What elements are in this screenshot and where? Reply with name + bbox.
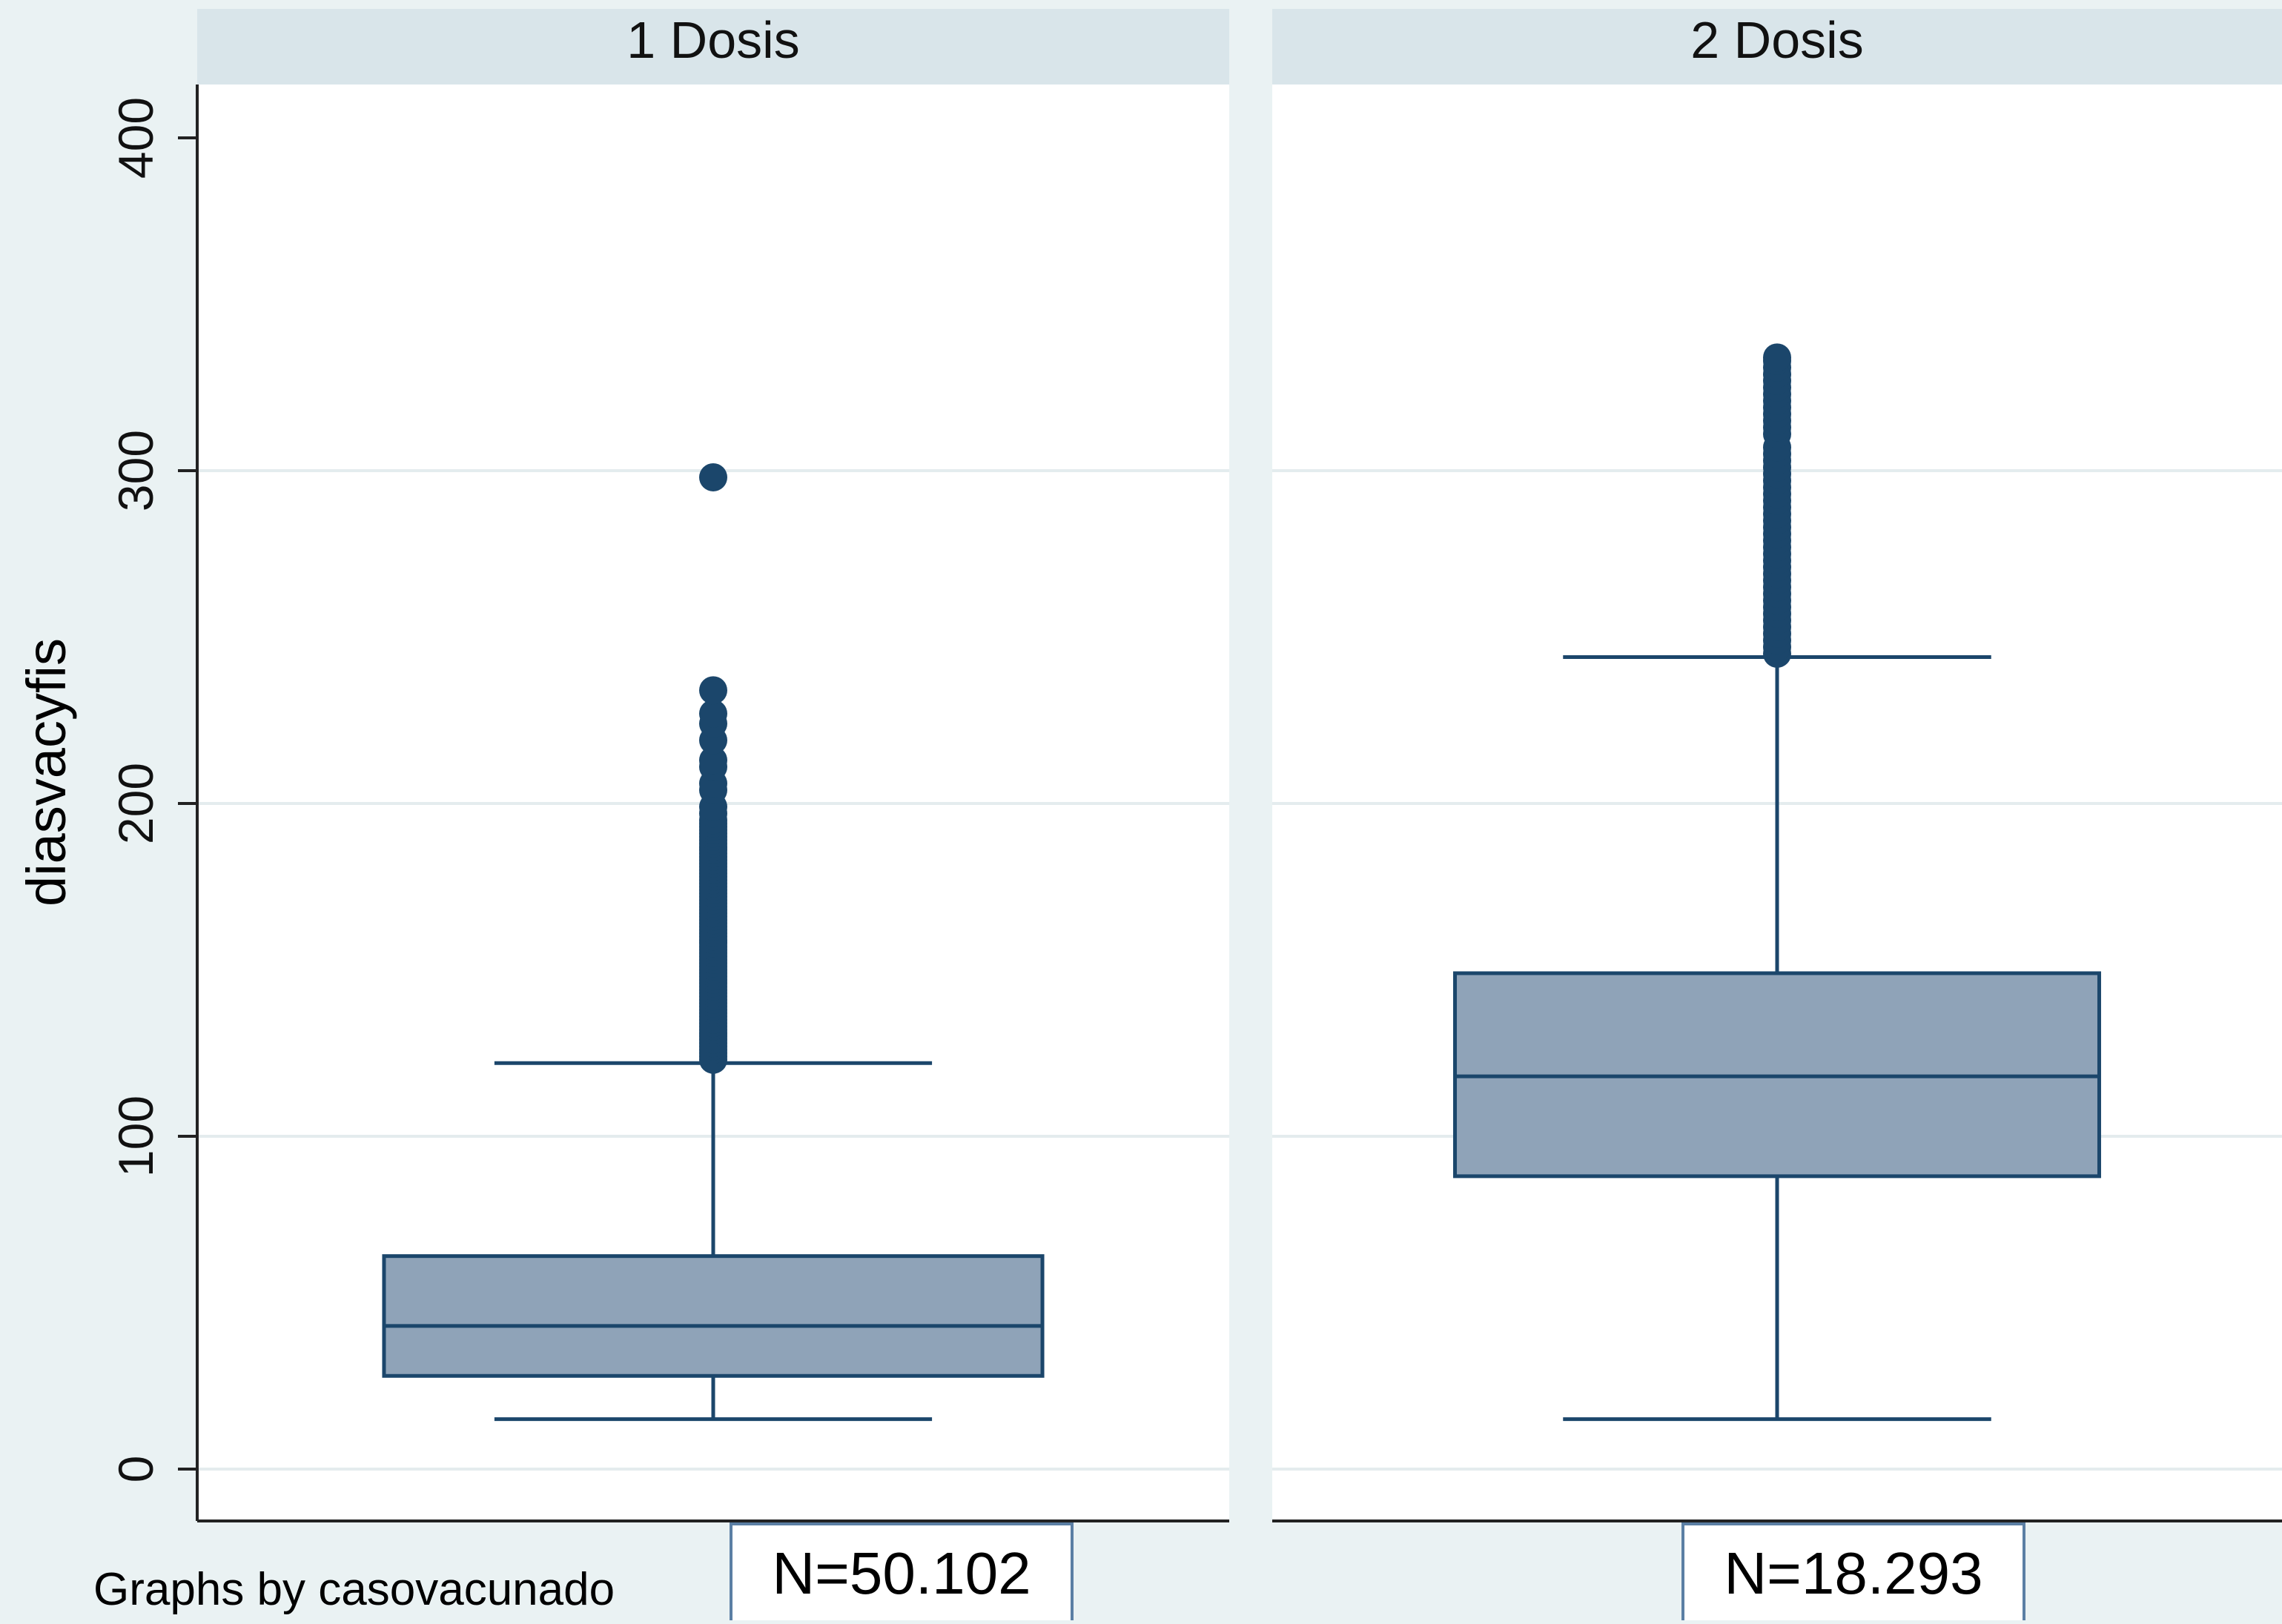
outlier-point [699,676,727,705]
y-tick-label: 300 [108,430,163,511]
y-axis: 0 100 200 300 400 [108,84,199,1521]
outlier-point [699,699,727,728]
y-tick-label: 100 [108,1096,163,1177]
n-label: N=18.293 [1724,1540,1982,1606]
outlier-point [699,463,727,491]
panel-2: 2 Dosis N=18.293 [1272,9,2282,1624]
y-tick-label: 400 [108,97,163,179]
panel-header [197,9,1229,84]
y-axis-label: diasvacyfis [16,638,77,907]
n-label: N=50.102 [772,1540,1031,1606]
outlier-point [699,746,727,775]
y-tick-label: 0 [108,1456,163,1483]
n-label-box [1681,1522,2025,1624]
graphs-by-note: Graphs by casovacunado [93,1564,615,1615]
panels-layer: 1 Dosis N=50.102 2 Dosis N=18.293 [197,9,2282,1624]
panel-title: 1 Dosis [626,11,799,69]
panel-header [1272,9,2282,84]
panel-1: 1 Dosis N=50.102 [197,9,1229,1624]
iqr-box [382,1254,1045,1378]
n-label-box [730,1522,1074,1624]
y-tick-label: 200 [108,763,163,844]
outlier-point [1763,343,1791,372]
panel-title: 2 Dosis [1690,11,1863,69]
